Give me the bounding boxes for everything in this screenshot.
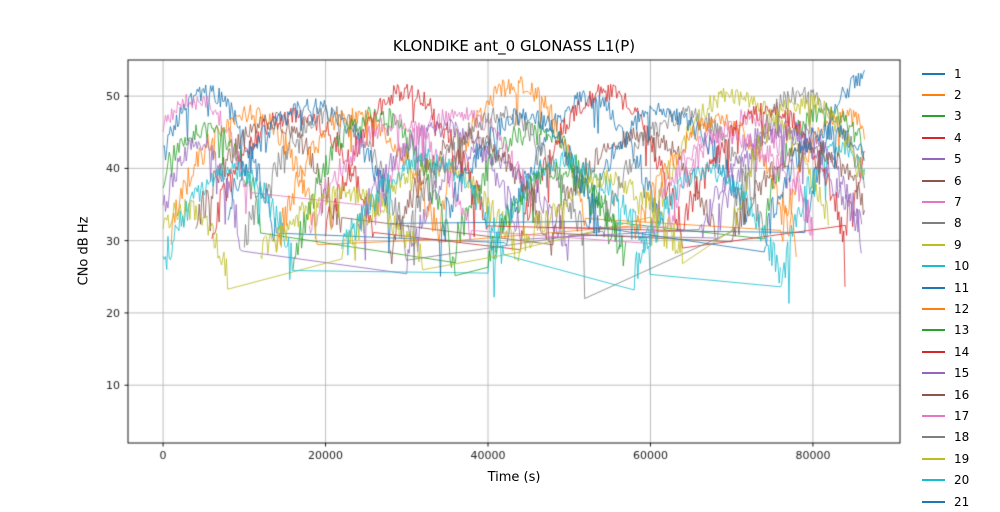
legend-label: 20: [954, 473, 970, 488]
legend-entry: 5: [922, 149, 969, 170]
legend-entry: 10: [922, 256, 969, 277]
legend-line-swatch: [922, 136, 945, 139]
legend-entry: 21: [922, 491, 969, 512]
legend-line-swatch: [922, 94, 945, 97]
legend-entry: 19: [922, 448, 969, 469]
chart-title: KLONDIKE ant_0 GLONASS L1(P): [392, 37, 636, 55]
legend-label: 5: [954, 152, 962, 167]
plot-canvas: [0, 0, 1000, 500]
legend-label: 11: [954, 280, 970, 295]
legend-entry: 2: [922, 84, 969, 105]
legend-label: 16: [954, 387, 970, 402]
legend-line-swatch: [922, 393, 945, 396]
legend-label: 3: [954, 109, 962, 124]
legend-entry: 18: [922, 427, 969, 448]
legend-label: 13: [954, 323, 970, 338]
legend-line-swatch: [922, 243, 945, 246]
legend-entry: 7: [922, 191, 969, 212]
legend-label: 6: [954, 173, 962, 188]
legend-label: 12: [954, 301, 970, 316]
legend-line-swatch: [922, 307, 945, 310]
legend-line-swatch: [922, 436, 945, 439]
legend-label: 21: [954, 494, 970, 509]
legend-entry: 11: [922, 277, 969, 298]
legend-line-swatch: [922, 222, 945, 225]
legend-line-swatch: [922, 158, 945, 161]
legend-label: 14: [954, 344, 970, 359]
legend-line-swatch: [922, 201, 945, 204]
legend-line-swatch: [922, 457, 945, 460]
legend-entry: 15: [922, 362, 969, 383]
legend-label: 19: [954, 451, 970, 466]
legend-entry: 4: [922, 127, 969, 148]
y-axis-label: CNo dB Hz: [76, 216, 92, 286]
legend-label: 18: [954, 430, 970, 445]
legend-entry: 6: [922, 170, 969, 191]
legend-entry: 14: [922, 341, 969, 362]
legend-line-swatch: [922, 265, 945, 268]
legend-line-swatch: [922, 329, 945, 332]
legend-entry: 17: [922, 405, 969, 426]
legend-label: 7: [954, 195, 962, 210]
legend-line-swatch: [922, 479, 945, 482]
legend: 1 2 3 4 5 6 7 8 9 10 11 12 13 14 15 16 17 18 19 20 21: [922, 63, 969, 512]
legend-entry: 16: [922, 384, 969, 405]
legend-label: 8: [954, 216, 962, 231]
legend-label: 1: [954, 66, 962, 81]
legend-label: 9: [954, 237, 962, 252]
x-axis-label: Time (s): [487, 470, 541, 485]
legend-line-swatch: [922, 115, 945, 118]
legend-entry: 12: [922, 298, 969, 319]
legend-line-swatch: [922, 372, 945, 375]
legend-line-swatch: [922, 500, 945, 503]
legend-line-swatch: [922, 414, 945, 417]
legend-label: 10: [954, 259, 970, 274]
legend-label: 15: [954, 366, 970, 381]
legend-line-swatch: [922, 72, 945, 75]
legend-entry: 3: [922, 106, 969, 127]
legend-label: 2: [954, 88, 962, 103]
legend-line-swatch: [922, 286, 945, 289]
legend-entry: 13: [922, 320, 969, 341]
legend-entry: 20: [922, 469, 969, 490]
legend-entry: 8: [922, 213, 969, 234]
legend-line-swatch: [922, 179, 945, 182]
legend-label: 4: [954, 130, 962, 145]
legend-line-swatch: [922, 350, 945, 353]
legend-entry: 9: [922, 234, 969, 255]
legend-label: 17: [954, 408, 970, 423]
legend-entry: 1: [922, 63, 969, 84]
